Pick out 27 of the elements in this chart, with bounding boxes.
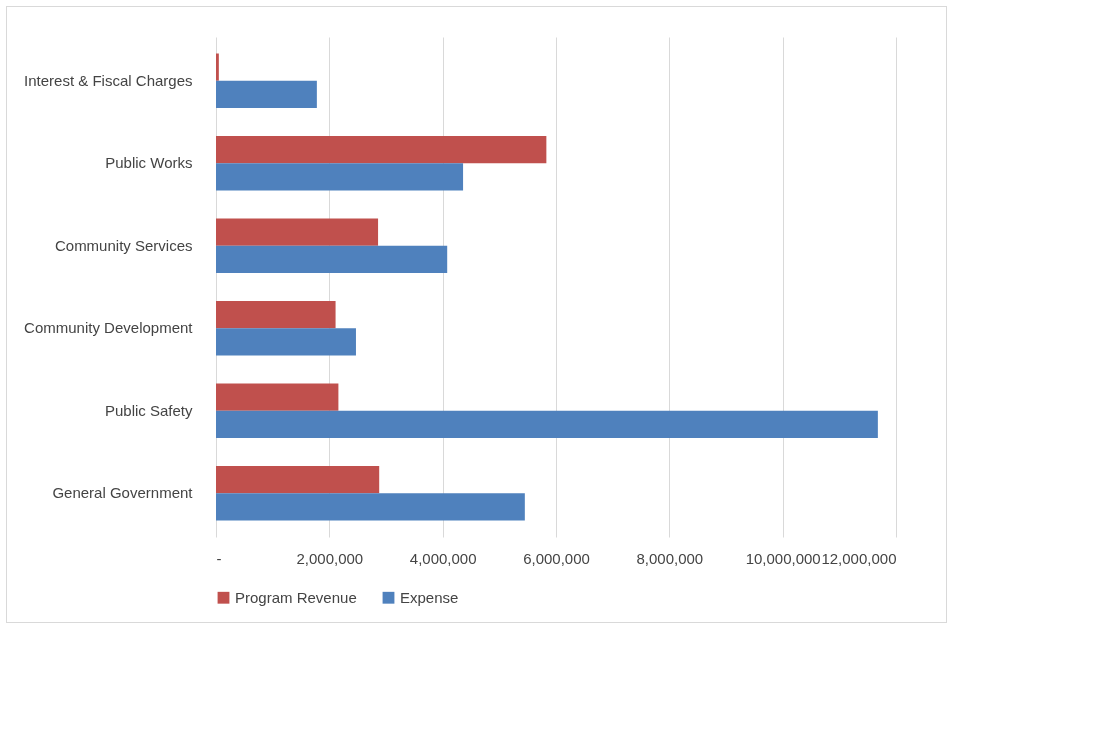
y-tick-label: General Government: [52, 484, 194, 502]
legend-label: Expense: [400, 588, 459, 606]
bar: [216, 383, 339, 411]
legend-label: Program Revenue: [235, 588, 357, 606]
y-tick-label: Interest & Fiscal Charges: [24, 71, 193, 89]
bar: [216, 80, 317, 108]
bar: [216, 410, 878, 438]
x-tick-label: 12,000,000: [821, 549, 897, 567]
x-tick-label: 6,000,000: [523, 549, 590, 567]
y-tick-label: Community Development: [24, 319, 194, 337]
bar: [216, 466, 380, 494]
bar: [216, 53, 219, 81]
x-tick-label: 4,000,000: [409, 549, 477, 567]
y-tick-label: Public Safety: [104, 401, 193, 419]
bar: [216, 328, 356, 356]
y-tick-label: Public Works: [105, 154, 193, 172]
x-tick-label: -: [216, 549, 222, 567]
x-tick-label: 2,000,000: [296, 549, 364, 567]
x-tick-label: 10,000,000: [745, 549, 821, 567]
bar: [216, 301, 336, 329]
bar: [216, 136, 547, 164]
bar: [216, 493, 525, 521]
y-tick-label: Community Services: [54, 236, 193, 254]
bar: [216, 218, 379, 246]
bar: [216, 163, 464, 191]
x-tick-label: 8,000,000: [636, 549, 704, 567]
bar: [216, 245, 448, 273]
